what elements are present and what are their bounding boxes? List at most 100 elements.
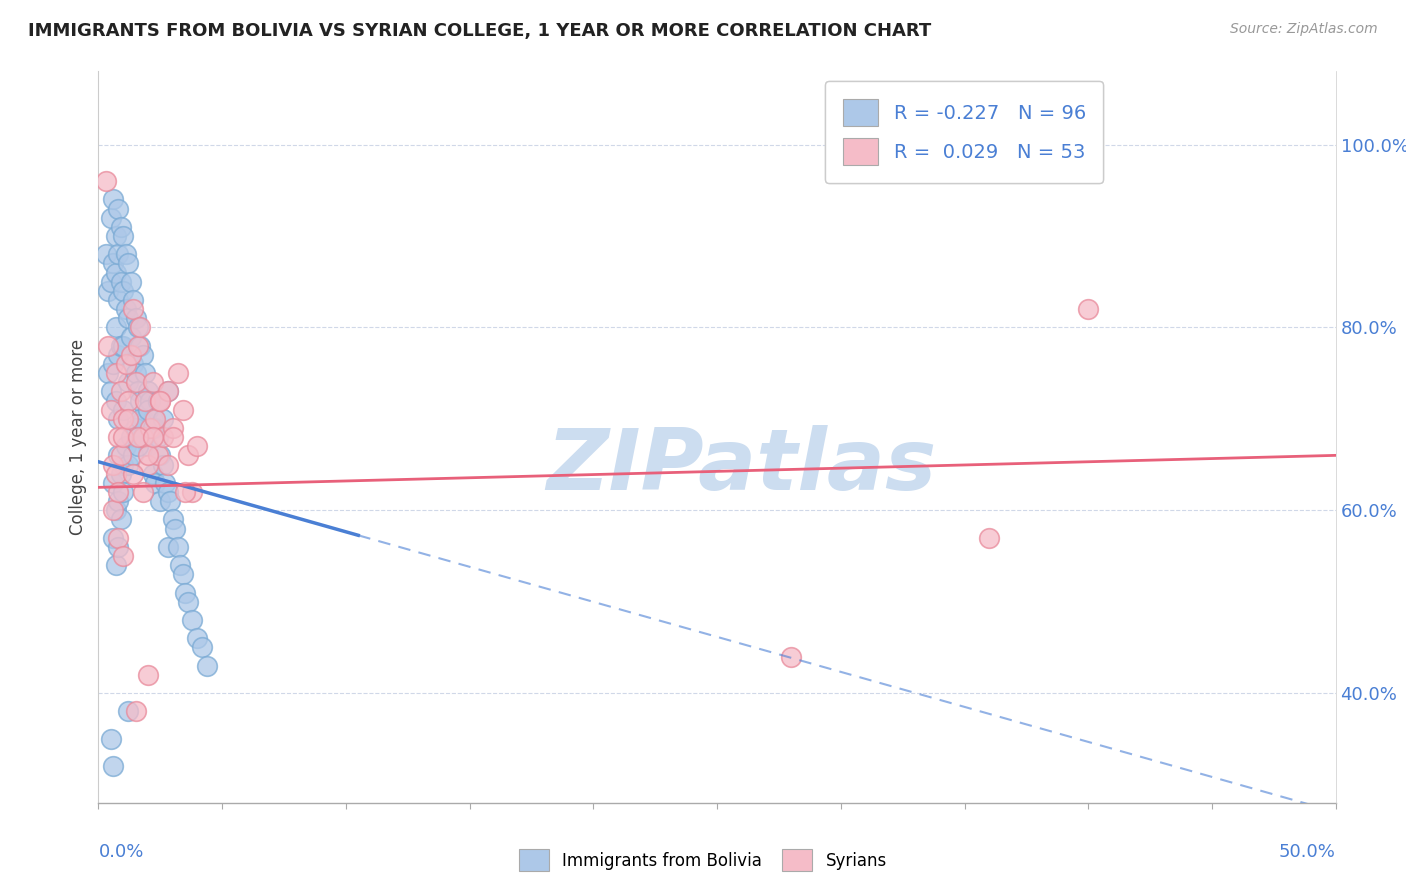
Point <box>172 402 194 417</box>
Point <box>110 275 132 289</box>
Point <box>103 531 125 545</box>
Point <box>134 366 156 380</box>
Point <box>149 449 172 463</box>
Point <box>112 549 135 563</box>
Point <box>103 357 125 371</box>
Point <box>136 458 159 472</box>
Point <box>127 439 149 453</box>
Point <box>142 412 165 426</box>
Point <box>107 412 129 426</box>
Point <box>104 266 127 280</box>
Point <box>117 256 139 270</box>
Point <box>114 357 136 371</box>
Point <box>122 467 145 481</box>
Point <box>107 202 129 216</box>
Point <box>103 475 125 490</box>
Point <box>127 339 149 353</box>
Point <box>132 430 155 444</box>
Point <box>156 384 179 399</box>
Point <box>110 219 132 234</box>
Point <box>112 402 135 417</box>
Y-axis label: College, 1 year or more: College, 1 year or more <box>69 339 87 535</box>
Point <box>104 467 127 481</box>
Point <box>149 494 172 508</box>
Point <box>1077 302 1099 317</box>
Point <box>120 275 142 289</box>
Point <box>110 512 132 526</box>
Point <box>104 320 127 334</box>
Point <box>124 376 146 390</box>
Text: ZIPatlas: ZIPatlas <box>547 425 936 508</box>
Point <box>127 384 149 399</box>
Point <box>124 421 146 435</box>
Point <box>117 311 139 326</box>
Point <box>104 366 127 380</box>
Point <box>142 421 165 435</box>
Point <box>124 311 146 326</box>
Point <box>149 393 172 408</box>
Point <box>103 256 125 270</box>
Point <box>112 485 135 500</box>
Point <box>103 503 125 517</box>
Point <box>112 430 135 444</box>
Point <box>162 512 184 526</box>
Point <box>979 531 1001 545</box>
Point <box>134 393 156 408</box>
Point <box>127 320 149 334</box>
Point <box>152 430 174 444</box>
Point <box>129 412 152 426</box>
Point <box>100 731 122 746</box>
Point <box>166 540 188 554</box>
Point <box>94 247 117 261</box>
Point <box>136 667 159 682</box>
Point <box>176 449 198 463</box>
Point <box>107 485 129 500</box>
Point <box>114 439 136 453</box>
Point <box>112 412 135 426</box>
Point <box>155 475 177 490</box>
Point <box>156 458 179 472</box>
Text: Source: ZipAtlas.com: Source: ZipAtlas.com <box>1230 22 1378 37</box>
Point <box>97 284 120 298</box>
Point <box>142 467 165 481</box>
Point <box>181 485 204 500</box>
Point <box>146 430 169 444</box>
Point <box>165 521 187 535</box>
Point <box>132 412 155 426</box>
Point <box>117 458 139 472</box>
Point <box>110 384 132 399</box>
Point <box>110 449 132 463</box>
Point <box>166 366 188 380</box>
Point <box>142 430 165 444</box>
Point <box>136 402 159 417</box>
Point <box>186 439 208 453</box>
Point <box>110 339 132 353</box>
Point <box>132 348 155 362</box>
Point <box>172 567 194 582</box>
Point <box>104 503 127 517</box>
Point <box>117 376 139 390</box>
Point <box>186 632 208 646</box>
Point <box>136 384 159 399</box>
Point <box>181 613 204 627</box>
Point <box>97 339 120 353</box>
Point <box>174 585 197 599</box>
Text: IMMIGRANTS FROM BOLIVIA VS SYRIAN COLLEGE, 1 YEAR OR MORE CORRELATION CHART: IMMIGRANTS FROM BOLIVIA VS SYRIAN COLLEG… <box>28 22 931 40</box>
Point <box>149 393 172 408</box>
Point <box>97 366 120 380</box>
Point <box>152 412 174 426</box>
Point <box>124 366 146 380</box>
Point <box>146 449 169 463</box>
Point <box>156 384 179 399</box>
Point <box>107 348 129 362</box>
Point <box>103 193 125 207</box>
Point <box>143 421 166 435</box>
Point <box>143 412 166 426</box>
Point <box>136 449 159 463</box>
Point <box>100 211 122 225</box>
Point <box>139 393 162 408</box>
Point <box>107 531 129 545</box>
Point <box>104 393 127 408</box>
Point <box>132 485 155 500</box>
Point <box>129 393 152 408</box>
